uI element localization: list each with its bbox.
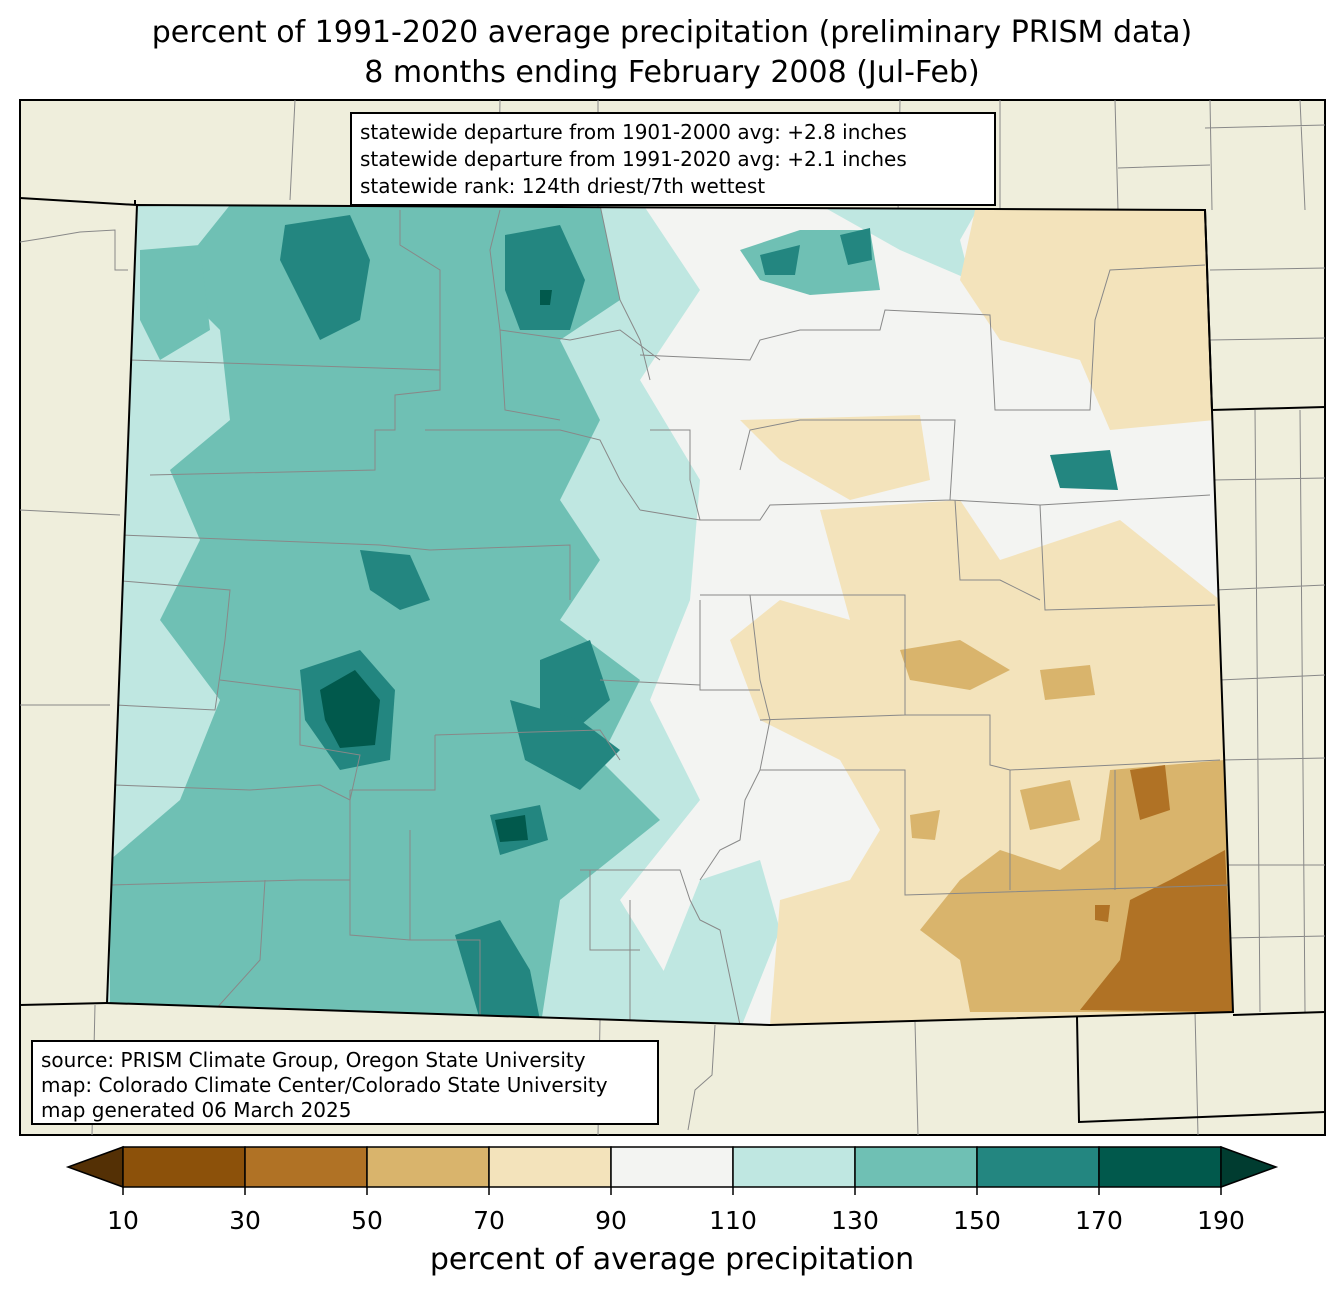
colorbar-tick-label: 130: [831, 1206, 879, 1235]
colorbar-bin-10-30: [122, 1146, 246, 1188]
stats-departure-1901-2000: statewide departure from 1901-2000 avg: …: [360, 120, 907, 144]
state-borders: [19, 197, 1326, 1124]
colorbar-tick-label: 50: [351, 1206, 383, 1235]
stats-departure-1991-2020: statewide departure from 1991-2020 avg: …: [360, 147, 907, 171]
map-title-line1: percent of 1991-2020 average precipitati…: [151, 15, 1193, 50]
colorbar-tick-label: 90: [595, 1206, 627, 1235]
colorado-county-lines: [109, 205, 1231, 1025]
map-credit-line: map: Colorado Climate Center/Colorado St…: [41, 1073, 608, 1097]
stats-rank: statewide rank: 124th driest/7th wettest: [360, 174, 766, 198]
colorbar-tick-label: 70: [473, 1206, 505, 1235]
colorbar-tick-label: 110: [709, 1206, 757, 1235]
colorbar-bin-170-190: [1098, 1146, 1222, 1188]
colorbar-under-arrow: [65, 1145, 124, 1189]
source-line: source: PRISM Climate Group, Oregon Stat…: [41, 1048, 586, 1072]
colorbar: [65, 1145, 1279, 1195]
source-credit-box: source: PRISM Climate Group, Oregon Stat…: [31, 1040, 659, 1125]
colorbar-bin-70-90: [488, 1146, 612, 1188]
map-title-line2: 8 months ending February 2008 (Jul-Feb): [364, 55, 980, 90]
colorbar-bin-90-110: [610, 1146, 734, 1188]
colorbar-bin-150-170: [976, 1146, 1100, 1188]
colorbar-tick-label: 150: [953, 1206, 1001, 1235]
colorbar-tick-label: 30: [229, 1206, 261, 1235]
colorbar-ticks: [122, 1187, 1222, 1195]
colorbar-label: percent of average precipitation: [429, 1242, 915, 1277]
colorbar-tick-label: 190: [1197, 1206, 1245, 1235]
colorbar-bin-50-70: [366, 1146, 490, 1188]
colorbar-bin-30-50: [244, 1146, 368, 1188]
colorbar-bin-110-130: [732, 1146, 856, 1188]
colorbar-bin-130-150: [854, 1146, 978, 1188]
precip-contours: [107, 205, 1233, 1025]
colorbar-tick-label: 170: [1075, 1206, 1123, 1235]
colorbar-over-arrow: [1220, 1145, 1279, 1189]
generated-date-line: map generated 06 March 2025: [41, 1098, 352, 1122]
colorbar-tick-label: 10: [107, 1206, 139, 1235]
statewide-stats-box: statewide departure from 1901-2000 avg: …: [350, 112, 996, 206]
